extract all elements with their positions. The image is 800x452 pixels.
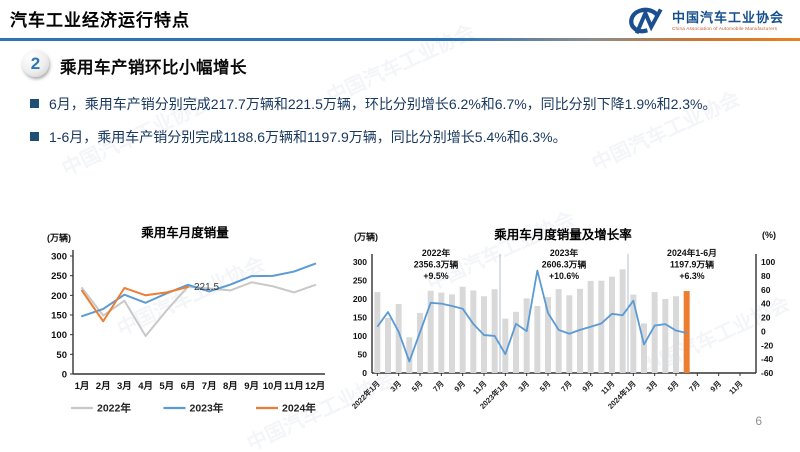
svg-text:5月: 5月 (538, 379, 553, 394)
bullet-item: 1-6月，乘用车产销分别完成1188.6万辆和1197.9万辆，同比分别增长5.… (30, 123, 778, 151)
left-chart-title: 乘用车月度销量 (141, 226, 229, 240)
svg-text:7月: 7月 (559, 379, 574, 394)
svg-text:+6.3%: +6.3% (679, 271, 704, 281)
bullet-text: 1-6月，乘用车产销分别完成1188.6万辆和1197.9万辆，同比分别增长5.… (49, 129, 567, 145)
svg-text:100: 100 (51, 330, 67, 341)
logo-org-name-en: China Association of Automobile Manufact… (671, 25, 778, 31)
svg-text:150: 150 (353, 313, 367, 323)
svg-text:200: 200 (353, 294, 367, 304)
svg-text:11月: 11月 (471, 379, 488, 396)
svg-text:9月: 9月 (452, 379, 467, 394)
growth-rate-line (376, 269, 687, 363)
svg-text:9月: 9月 (708, 379, 723, 394)
svg-text:40: 40 (761, 299, 771, 309)
bullet-square-icon (30, 132, 39, 141)
right-chart-axes: 0 50 100 150 200 250 300 -60 -40 -20 0 20 40 60 80 100 (353, 254, 775, 378)
svg-text:5月: 5月 (666, 379, 681, 394)
svg-text:100: 100 (353, 331, 367, 341)
svg-text:9月: 9月 (244, 381, 259, 392)
svg-text:2022年1月: 2022年1月 (350, 378, 382, 410)
page-title: 汽车工业经济运行特点 (10, 11, 190, 30)
right-chart-plot: 0 50 100 150 200 250 300 -60 -40 -20 0 20 40 60 80 100 2… (350, 247, 775, 411)
logo-org-name: 中国汽车工业协会 (671, 10, 784, 26)
series-line-2024年 (81, 285, 189, 323)
monthly-sales-line-chart: 乘用车月度销量 (万辆) 0 50 100 150 200 250 300 1月 2月 3月 4月 5… (35, 218, 335, 423)
svg-text:50: 50 (56, 350, 67, 361)
svg-text:60: 60 (761, 285, 771, 295)
svg-text:3月: 3月 (644, 379, 659, 394)
svg-text:10月: 10月 (263, 381, 283, 392)
left-chart-unit-label: (万辆) (47, 233, 71, 243)
svg-text:8月: 8月 (223, 381, 238, 392)
svg-text:2356.3万辆: 2356.3万辆 (414, 259, 459, 270)
right-chart-left-unit-label: (万辆) (354, 232, 378, 242)
caam-logo-icon (629, 7, 663, 35)
svg-text:300: 300 (353, 257, 367, 267)
svg-text:11月: 11月 (727, 379, 744, 396)
svg-text:250: 250 (51, 271, 67, 282)
svg-text:2023年: 2023年 (190, 402, 224, 415)
svg-text:9月: 9月 (580, 379, 595, 394)
bullet-text: 6月，乘用车产销分别完成217.7万辆和221.5万辆，环比分别增长6.2%和6… (49, 96, 717, 112)
svg-text:2022年: 2022年 (422, 247, 451, 258)
header-divider (0, 38, 800, 41)
svg-text:7月: 7月 (202, 381, 217, 392)
svg-text:-20: -20 (761, 340, 774, 350)
svg-text:11月: 11月 (284, 381, 304, 392)
svg-text:0: 0 (62, 370, 67, 381)
svg-text:2023年: 2023年 (550, 247, 579, 258)
svg-text:3月: 3月 (117, 381, 132, 392)
svg-text:3月: 3月 (388, 379, 403, 394)
data-label: 221.5 (194, 282, 219, 293)
right-chart-title: 乘用车月度销量及增长率 (494, 228, 632, 242)
svg-text:4月: 4月 (138, 381, 153, 392)
svg-text:300: 300 (51, 252, 67, 263)
svg-text:1月: 1月 (75, 381, 90, 392)
bullet-square-icon (30, 99, 39, 108)
section-number-badge: 2 (22, 50, 49, 77)
svg-text:100: 100 (761, 257, 775, 267)
svg-text:7月: 7月 (687, 379, 702, 394)
svg-text:5月: 5月 (159, 381, 174, 392)
svg-text:-40: -40 (761, 354, 774, 364)
svg-text:2606.3万辆: 2606.3万辆 (542, 259, 587, 270)
svg-text:+9.5%: +9.5% (423, 271, 448, 281)
svg-text:7月: 7月 (431, 379, 446, 394)
series-line-2023年 (81, 262, 317, 318)
svg-text:2024年: 2024年 (282, 402, 316, 415)
svg-text:2024年1-6月: 2024年1-6月 (667, 247, 717, 258)
svg-text:12月: 12月 (305, 381, 325, 392)
svg-text:200: 200 (51, 291, 67, 302)
page-number: 6 (755, 414, 762, 428)
svg-text:0: 0 (362, 368, 367, 378)
right-chart-right-unit-label: (%) (762, 230, 776, 240)
svg-text:150: 150 (51, 311, 67, 322)
svg-text:0: 0 (761, 326, 766, 336)
svg-text:250: 250 (353, 276, 367, 286)
sales-growth-combo-chart: 乘用车月度销量及增长率 (万辆) (%) 0 50 100 150 200 250 300-… (350, 220, 776, 430)
caam-logo: 中国汽车工业协会 China Association of Automobile… (625, 5, 784, 37)
svg-text:20: 20 (761, 313, 771, 323)
svg-text:3月: 3月 (516, 379, 531, 394)
svg-text:-60: -60 (761, 368, 774, 378)
svg-text:+10.6%: +10.6% (549, 271, 579, 281)
svg-text:1197.9万辆: 1197.9万辆 (670, 259, 714, 270)
svg-text:11月: 11月 (599, 379, 616, 396)
bullet-item: 6月，乘用车产销分别完成217.7万辆和221.5万辆，环比分别增长6.2%和6… (30, 90, 778, 118)
svg-text:80: 80 (761, 271, 771, 281)
section-heading: 乘用车产销环比小幅增长 (60, 59, 247, 77)
svg-text:50: 50 (358, 350, 368, 360)
svg-text:5月: 5月 (410, 379, 425, 394)
svg-text:2月: 2月 (96, 381, 111, 392)
left-chart-legend: 2022年 2023年 2024年 (71, 402, 316, 415)
sales-bars (374, 269, 690, 373)
svg-text:2022年: 2022年 (97, 402, 131, 415)
bullet-list: 6月，乘用车产销分别完成217.7万辆和221.5万辆，环比分别增长6.2%和6… (30, 90, 778, 156)
svg-text:6月: 6月 (181, 381, 196, 392)
